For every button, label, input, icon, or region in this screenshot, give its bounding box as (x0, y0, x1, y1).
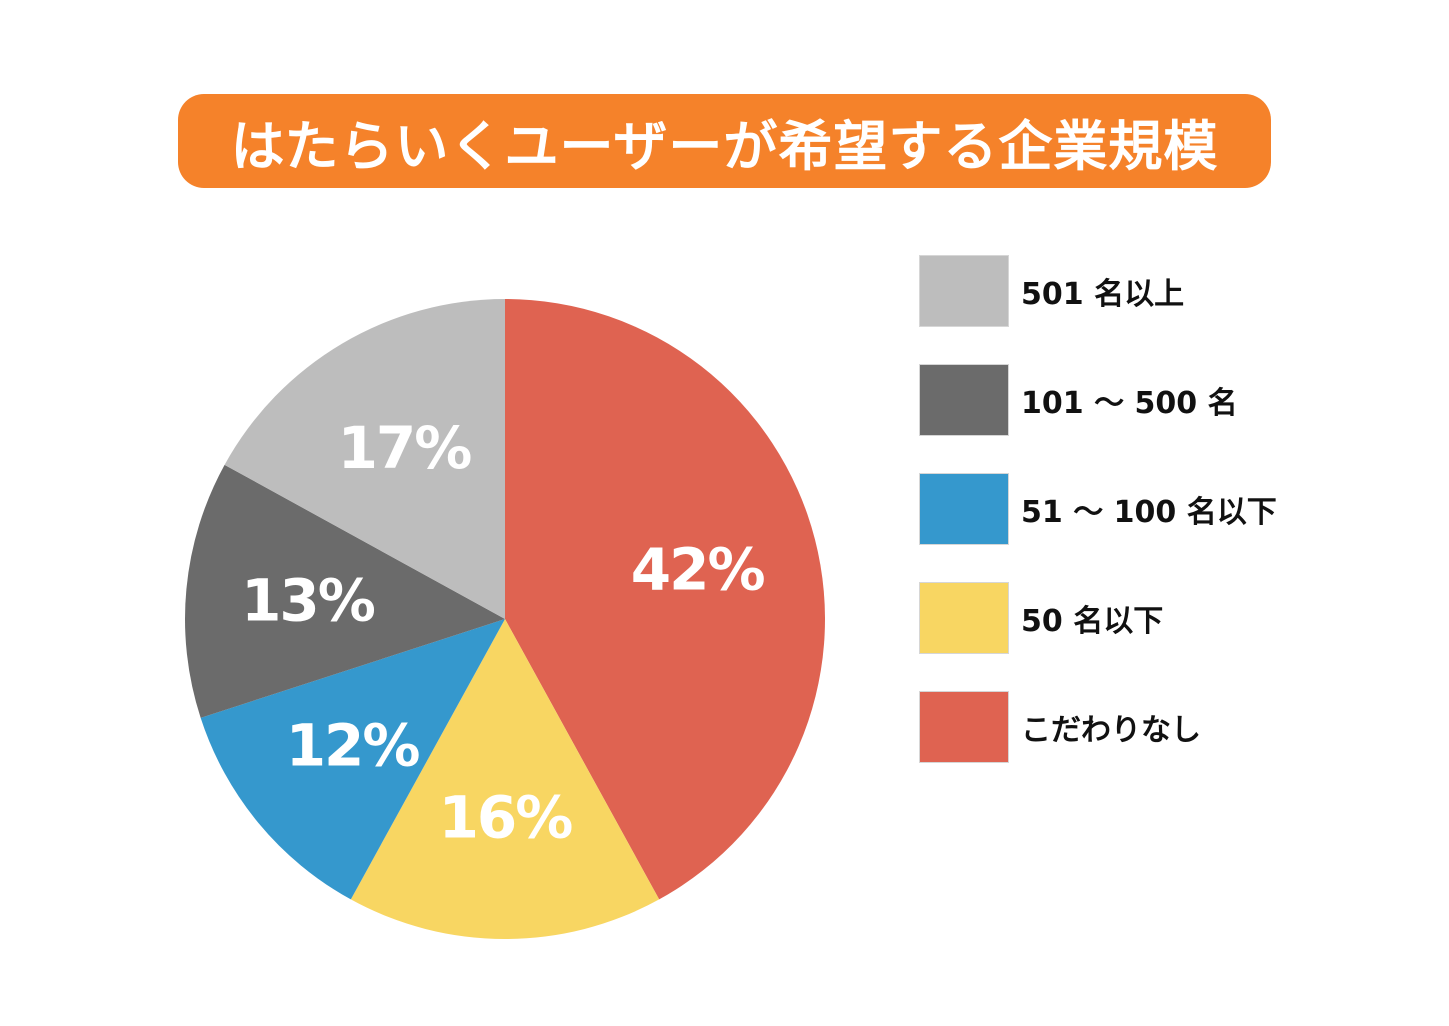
legend-item-501-plus: 501 名以上 (919, 254, 1399, 328)
pie-value-labels: 42% 16% 12% 13% 17% (241, 414, 766, 851)
slice-51-100-value-label: 12% (286, 711, 420, 779)
legend-label-50-less: 50 名以下 (1021, 604, 1164, 639)
slice-no-preference (505, 299, 826, 900)
legend-item-no-preference: こだわりなし (919, 690, 1399, 764)
legend-label-no-preference: こだわりなし (1021, 713, 1201, 748)
chart-title: はたらいくユーザーが希望する企業規模 (230, 114, 1219, 178)
slice-501-plus-value-label: 17% (338, 414, 472, 482)
slice-101-500-value-label: 13% (241, 566, 375, 634)
legend-label-501-plus: 501 名以上 (1021, 277, 1185, 312)
legend-swatch-501-plus (919, 255, 1009, 327)
slice-501-plus (224, 299, 506, 619)
slice-50-less (350, 619, 660, 939)
legend-label-51-100: 51 ～ 100 名以下 (1021, 495, 1277, 530)
legend-swatch-51-100 (919, 473, 1009, 545)
pie-slices (185, 299, 826, 939)
legend-swatch-101-500 (919, 364, 1009, 436)
slice-101-500 (185, 464, 506, 718)
legend-swatch-50-less (919, 582, 1009, 654)
legend-swatch-no-preference (919, 691, 1009, 763)
slice-51-100 (200, 619, 505, 900)
slice-50-less-value-label: 16% (439, 783, 573, 851)
legend-item-101-500: 101 ～ 500 名 (919, 363, 1399, 437)
slice-no-preference-value-label: 42% (631, 536, 765, 604)
legend-item-50-less: 50 名以下 (919, 581, 1399, 655)
legend-item-51-100: 51 ～ 100 名以下 (919, 472, 1399, 546)
legend-label-101-500: 101 ～ 500 名 (1021, 386, 1238, 421)
chart-title-banner: はたらいくユーザーが希望する企業規模 (178, 94, 1271, 188)
